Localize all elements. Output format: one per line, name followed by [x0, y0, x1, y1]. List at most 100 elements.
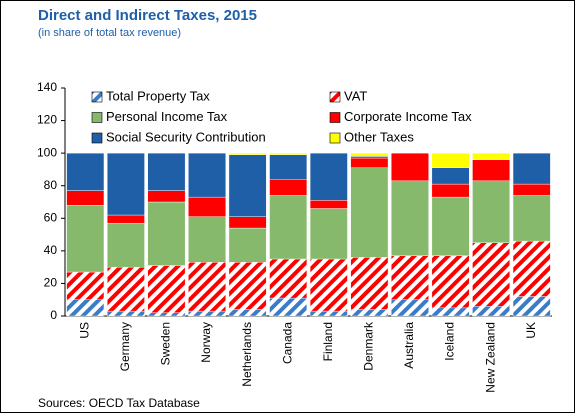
bar-segment	[147, 190, 186, 203]
bar-segment	[147, 152, 186, 191]
bar-segment	[269, 258, 308, 299]
legend-label: Social Security Contribution	[106, 129, 266, 144]
bar-segment	[188, 196, 226, 217]
bar-segment	[188, 152, 226, 198]
legend-label: Corporate Income Tax	[344, 109, 472, 124]
legend-swatch	[91, 132, 103, 144]
bar-segment	[107, 152, 145, 216]
legend-swatch	[329, 112, 341, 123]
x-tick-label: Finland	[321, 322, 335, 361]
bar-segment	[269, 178, 308, 196]
bar-segment	[188, 262, 226, 312]
legend-swatch	[91, 112, 103, 123]
bar-segment	[472, 159, 510, 182]
legend-swatch	[329, 132, 341, 144]
bar-segment	[472, 180, 510, 243]
x-tick-label: Denmark	[362, 321, 376, 371]
bar-segment	[269, 154, 308, 180]
bar-segment	[350, 152, 389, 157]
bar-segment	[309, 200, 348, 209]
bar-segment	[269, 297, 308, 317]
bar-segment	[472, 242, 510, 307]
legend-label: VAT	[344, 88, 367, 103]
bar-segment	[66, 190, 105, 206]
bar-segment	[391, 255, 429, 300]
bar-segment	[228, 309, 267, 317]
bar-segment	[269, 152, 308, 155]
bar-segment	[431, 167, 470, 185]
bar-segment	[512, 296, 551, 317]
bar-segment	[107, 222, 145, 268]
bar-segment	[147, 312, 186, 317]
legend-swatch	[329, 91, 341, 103]
bar-segment	[350, 309, 389, 317]
bar-segment	[228, 216, 267, 229]
x-tick-label: Canada	[280, 322, 294, 364]
bar-segment	[66, 271, 105, 300]
bar-segment	[147, 265, 186, 313]
bar-segment	[350, 157, 389, 168]
bar-segment	[107, 266, 145, 312]
bar-segment	[512, 195, 551, 242]
bar-segment	[66, 205, 105, 273]
bar-segment	[228, 227, 267, 263]
bar-segment	[269, 195, 308, 260]
y-tick-label: 100	[37, 145, 57, 159]
y-tick-label: 140	[37, 80, 57, 94]
y-tick-label: 40	[44, 243, 58, 257]
bar-segment	[512, 183, 551, 196]
bar-segment	[431, 152, 470, 168]
legend-label: Other Taxes	[344, 129, 414, 144]
bar-segment	[66, 152, 105, 191]
bar-segment	[350, 156, 389, 159]
chart-subtitle: (in share of total tax revenue)	[38, 27, 181, 39]
bar-segment	[391, 152, 429, 182]
x-tick-label: Sweden	[159, 322, 173, 365]
x-tick-label: Norway	[199, 322, 213, 363]
bar-segment	[309, 208, 348, 260]
bar-segment	[188, 216, 226, 263]
x-tick-label: UK	[524, 322, 538, 339]
bar-segment	[431, 196, 470, 256]
x-tick-label: Germany	[118, 322, 132, 371]
legend-label: Total Property Tax	[106, 88, 210, 103]
y-tick-label: 120	[37, 113, 57, 127]
chart-title: Direct and Indirect Taxes, 2015	[38, 7, 257, 24]
source: Sources: OECD Tax Database	[38, 396, 200, 410]
bar-segment	[512, 152, 551, 185]
bar-segment	[350, 257, 389, 310]
y-tick-label: 20	[44, 276, 58, 290]
bar-segment	[228, 152, 267, 155]
bar-segment	[512, 240, 551, 297]
bar-segment	[350, 167, 389, 258]
bar-segment	[431, 255, 470, 309]
y-tick-label: 60	[44, 210, 58, 224]
y-tick-label: 0	[50, 308, 57, 322]
bar-segment	[188, 310, 226, 317]
bar-segment	[431, 183, 470, 198]
bar-segment	[228, 154, 267, 217]
x-tick-label: New Zealand	[483, 322, 497, 393]
x-tick-label: Australia	[402, 322, 416, 369]
bar-segment	[228, 262, 267, 310]
bar-segment	[472, 152, 510, 160]
bar-segment	[107, 310, 145, 317]
bar-segment	[309, 310, 348, 317]
bar-segment	[107, 214, 145, 224]
legend-swatch	[91, 91, 103, 103]
legend-label: Personal Income Tax	[106, 109, 228, 124]
bar-segment	[66, 299, 105, 317]
x-tick-label: Iceland	[443, 322, 457, 361]
bar-segment	[309, 152, 348, 201]
bar-segment	[147, 201, 186, 266]
bar-segment	[391, 180, 429, 256]
bar-segment	[391, 299, 429, 317]
bar-segment	[472, 306, 510, 317]
bar-segment	[431, 307, 470, 317]
bar-segment	[309, 258, 348, 312]
x-tick-label: US	[77, 322, 91, 339]
y-tick-label: 80	[44, 178, 58, 192]
x-tick-label: Netherlands	[240, 322, 254, 387]
